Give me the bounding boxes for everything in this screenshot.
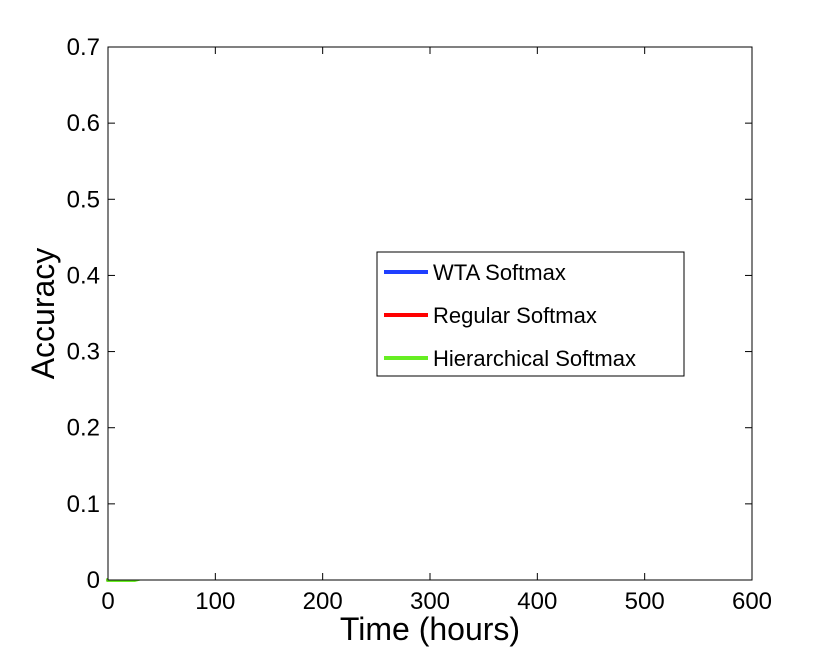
y-tick-label: 0.6 bbox=[67, 110, 100, 137]
legend-label: Regular Softmax bbox=[433, 303, 597, 328]
y-tick-label: 0.1 bbox=[67, 491, 100, 518]
x-tick-label: 0 bbox=[101, 588, 114, 615]
legend: WTA Softmax Regular Softmax Hierarchical S… bbox=[376, 251, 685, 377]
y-tick-label: 0.4 bbox=[67, 262, 100, 289]
x-tick-label: 400 bbox=[517, 588, 557, 615]
x-tick-label: 600 bbox=[732, 588, 772, 615]
legend-box bbox=[376, 251, 685, 377]
y-tick-label: 0 bbox=[87, 567, 100, 594]
legend-label: WTA Softmax bbox=[433, 260, 566, 285]
x-tick-label: 200 bbox=[303, 588, 343, 615]
y-axis-label: Accuracy bbox=[25, 248, 61, 380]
x-tick-label: 500 bbox=[625, 588, 665, 615]
legend-label: Hierarchical Softmax bbox=[433, 346, 636, 371]
y-tick-label: 0.2 bbox=[67, 415, 100, 442]
x-tick-label: 300 bbox=[410, 588, 450, 615]
y-tick-label: 0.3 bbox=[67, 339, 100, 366]
y-tick-label: 0.7 bbox=[67, 34, 100, 61]
x-axis-label: Time (hours) bbox=[340, 611, 520, 647]
y-tick-label: 0.5 bbox=[67, 186, 100, 213]
x-tick-label: 100 bbox=[195, 588, 235, 615]
